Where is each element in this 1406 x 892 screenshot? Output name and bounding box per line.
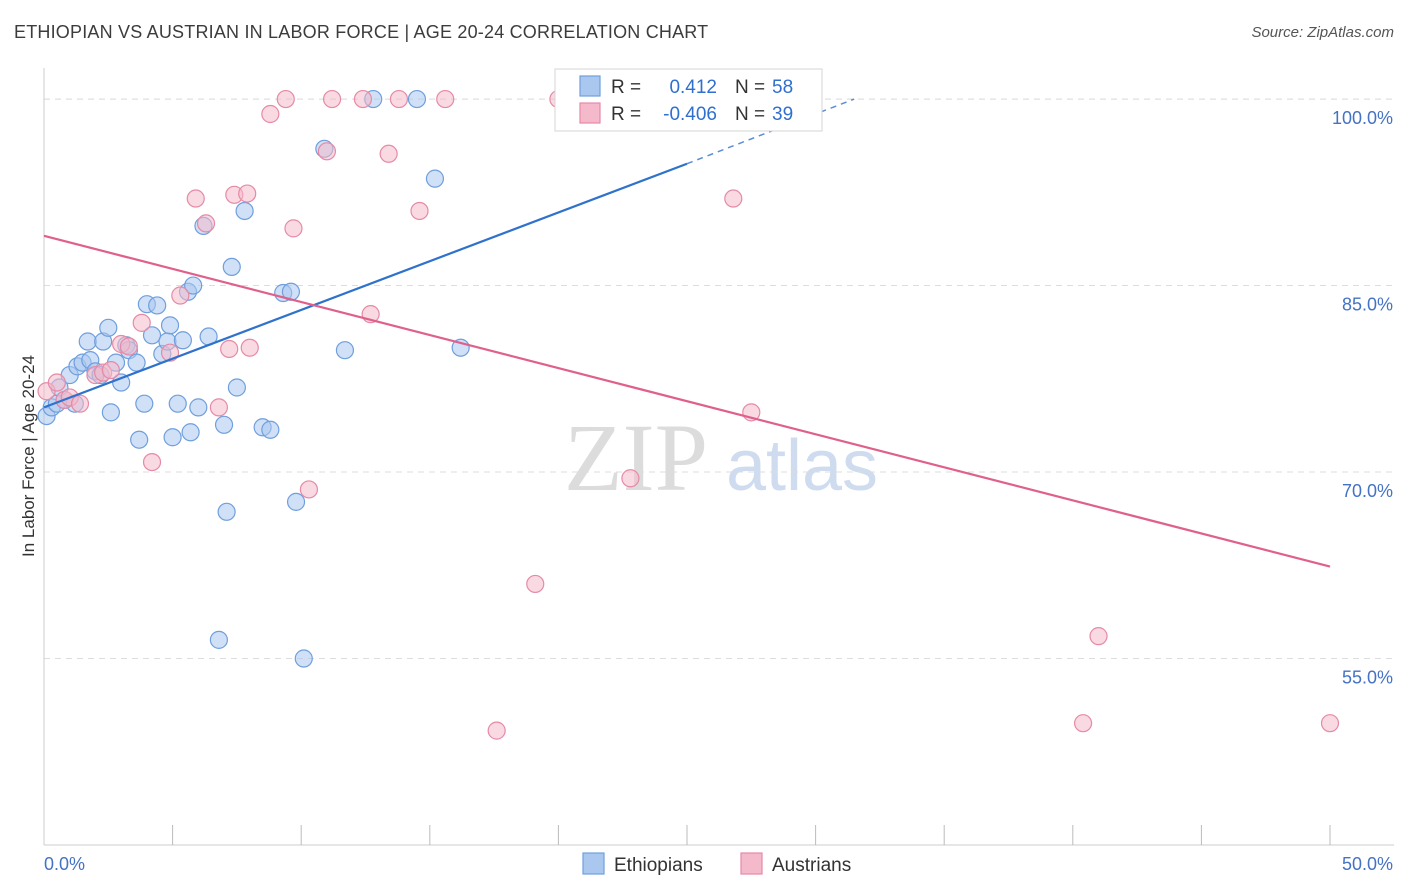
point-ethiopians-29 — [163, 428, 182, 447]
point-austrians-20 — [240, 338, 259, 357]
point-austrians-24 — [299, 480, 319, 499]
point-ethiopians-14 — [99, 318, 118, 337]
point-ethiopians-9 — [78, 332, 97, 351]
y-tick-label-0: 100.0% — [1332, 108, 1393, 128]
point-austrians-16 — [209, 398, 228, 417]
point-austrians-38 — [724, 189, 743, 208]
point-ethiopians-25 — [148, 296, 167, 315]
point-austrians-34 — [526, 574, 545, 594]
watermark-atlas: atlas — [726, 426, 878, 506]
point-austrians-4 — [70, 394, 90, 413]
point-austrians-33 — [487, 721, 506, 740]
chart-title: ETHIOPIAN VS AUSTRIAN IN LABOR FORCE | A… — [14, 22, 709, 42]
point-austrians-25 — [317, 142, 337, 161]
point-austrians-1 — [47, 373, 66, 392]
point-austrians-42 — [1320, 714, 1340, 733]
point-austrians-31 — [410, 201, 429, 221]
point-ethiopians-43 — [235, 201, 254, 221]
point-ethiopians-31 — [173, 331, 192, 350]
point-austrians-17 — [220, 339, 239, 359]
y-axis-label: In Labor Force | Age 20-24 — [19, 355, 38, 557]
point-austrians-26 — [322, 89, 342, 109]
point-austrians-10 — [132, 313, 151, 332]
series-legend-label-ethiopians: Ethiopians — [614, 855, 703, 876]
point-ethiopians-33 — [181, 423, 200, 442]
point-ethiopians-35 — [189, 398, 208, 417]
series-legend-swatch-ethiopians — [582, 852, 605, 875]
point-ethiopians-39 — [214, 415, 234, 434]
x-tick-label-1: 50.0% — [1342, 854, 1393, 874]
legend-r-label-ethiopians: R = — [611, 77, 641, 98]
point-ethiopians-15 — [101, 403, 120, 422]
point-austrians-22 — [276, 89, 295, 109]
y-tick-labels: 100.0% 85.0% 70.0% 55.0% — [1332, 108, 1393, 687]
point-austrians-15 — [196, 214, 216, 233]
point-ethiopians-30 — [168, 394, 187, 413]
grid-lines — [44, 98, 1394, 660]
legend-r-value-austrians: -0.406 — [663, 104, 717, 125]
point-austrians-7 — [101, 360, 120, 380]
series-legend-label-austrians: Austrians — [772, 855, 851, 876]
point-austrians-30 — [389, 89, 409, 109]
point-ethiopians-38 — [209, 630, 228, 649]
point-austrians-29 — [379, 144, 398, 163]
point-austrians-40 — [1073, 714, 1093, 733]
series-legend: Ethiopians Austrians — [582, 852, 851, 876]
point-ethiopians-41 — [222, 257, 241, 277]
legend-swatch-ethiopians — [579, 75, 601, 97]
point-austrians-32 — [436, 89, 455, 109]
legend-n-value-ethiopians: 58 — [772, 77, 793, 98]
trend-line-ethiopians — [43, 162, 688, 409]
legend-r-value-ethiopians: 0.412 — [669, 77, 717, 98]
point-austrians-19 — [238, 184, 257, 203]
point-ethiopians-53 — [407, 89, 427, 109]
point-ethiopians-24 — [142, 326, 162, 345]
axes — [43, 68, 1394, 846]
point-austrians-21 — [261, 104, 280, 124]
point-austrians-41 — [1089, 627, 1108, 646]
x-tick-label-0: 0.0% — [44, 854, 85, 874]
watermark-zip: ZIP — [564, 404, 708, 511]
point-ethiopians-28 — [160, 316, 180, 335]
point-ethiopians-48 — [286, 492, 306, 511]
point-ethiopians-51 — [335, 341, 355, 360]
series-legend-swatch-austrians — [740, 852, 763, 875]
point-austrians-23 — [284, 219, 303, 238]
x-tick-labels: 0.0% 50.0% — [44, 854, 1393, 874]
point-ethiopians-40 — [217, 502, 236, 521]
x-minor-ticks — [172, 825, 1331, 845]
point-ethiopians-22 — [135, 394, 154, 413]
y-tick-label-1: 85.0% — [1342, 295, 1393, 315]
legend-swatch-austrians — [579, 102, 601, 124]
y-tick-label-2: 70.0% — [1342, 481, 1393, 501]
point-austrians-13 — [171, 286, 190, 305]
point-austrians-27 — [353, 89, 373, 109]
point-ethiopians-21 — [130, 430, 149, 449]
point-ethiopians-45 — [261, 420, 280, 439]
legend-n-label-austrians: N = — [735, 104, 765, 125]
legend-n-value-austrians: 39 — [772, 104, 793, 125]
point-ethiopians-54 — [425, 169, 445, 188]
trend-line-austrians — [43, 234, 1331, 568]
point-austrians-11 — [142, 452, 162, 472]
point-austrians-9 — [119, 337, 138, 356]
legend-n-label-ethiopians: N = — [735, 77, 765, 98]
stats-legend: R = 0.412 N = 58 R = -0.406 N = 39 — [554, 68, 823, 132]
point-ethiopians-49 — [294, 649, 313, 668]
point-ethiopians-42 — [227, 378, 246, 397]
y-tick-label-3: 55.0% — [1342, 668, 1393, 688]
point-austrians-14 — [186, 189, 205, 208]
point-ethiopians-34 — [184, 276, 203, 295]
point-ethiopians-20 — [127, 353, 146, 372]
point-austrians-37 — [621, 469, 640, 488]
data-points — [37, 89, 1340, 740]
source-label: Source: ZipAtlas.com — [1251, 24, 1394, 41]
legend-r-label-austrians: R = — [611, 104, 641, 125]
